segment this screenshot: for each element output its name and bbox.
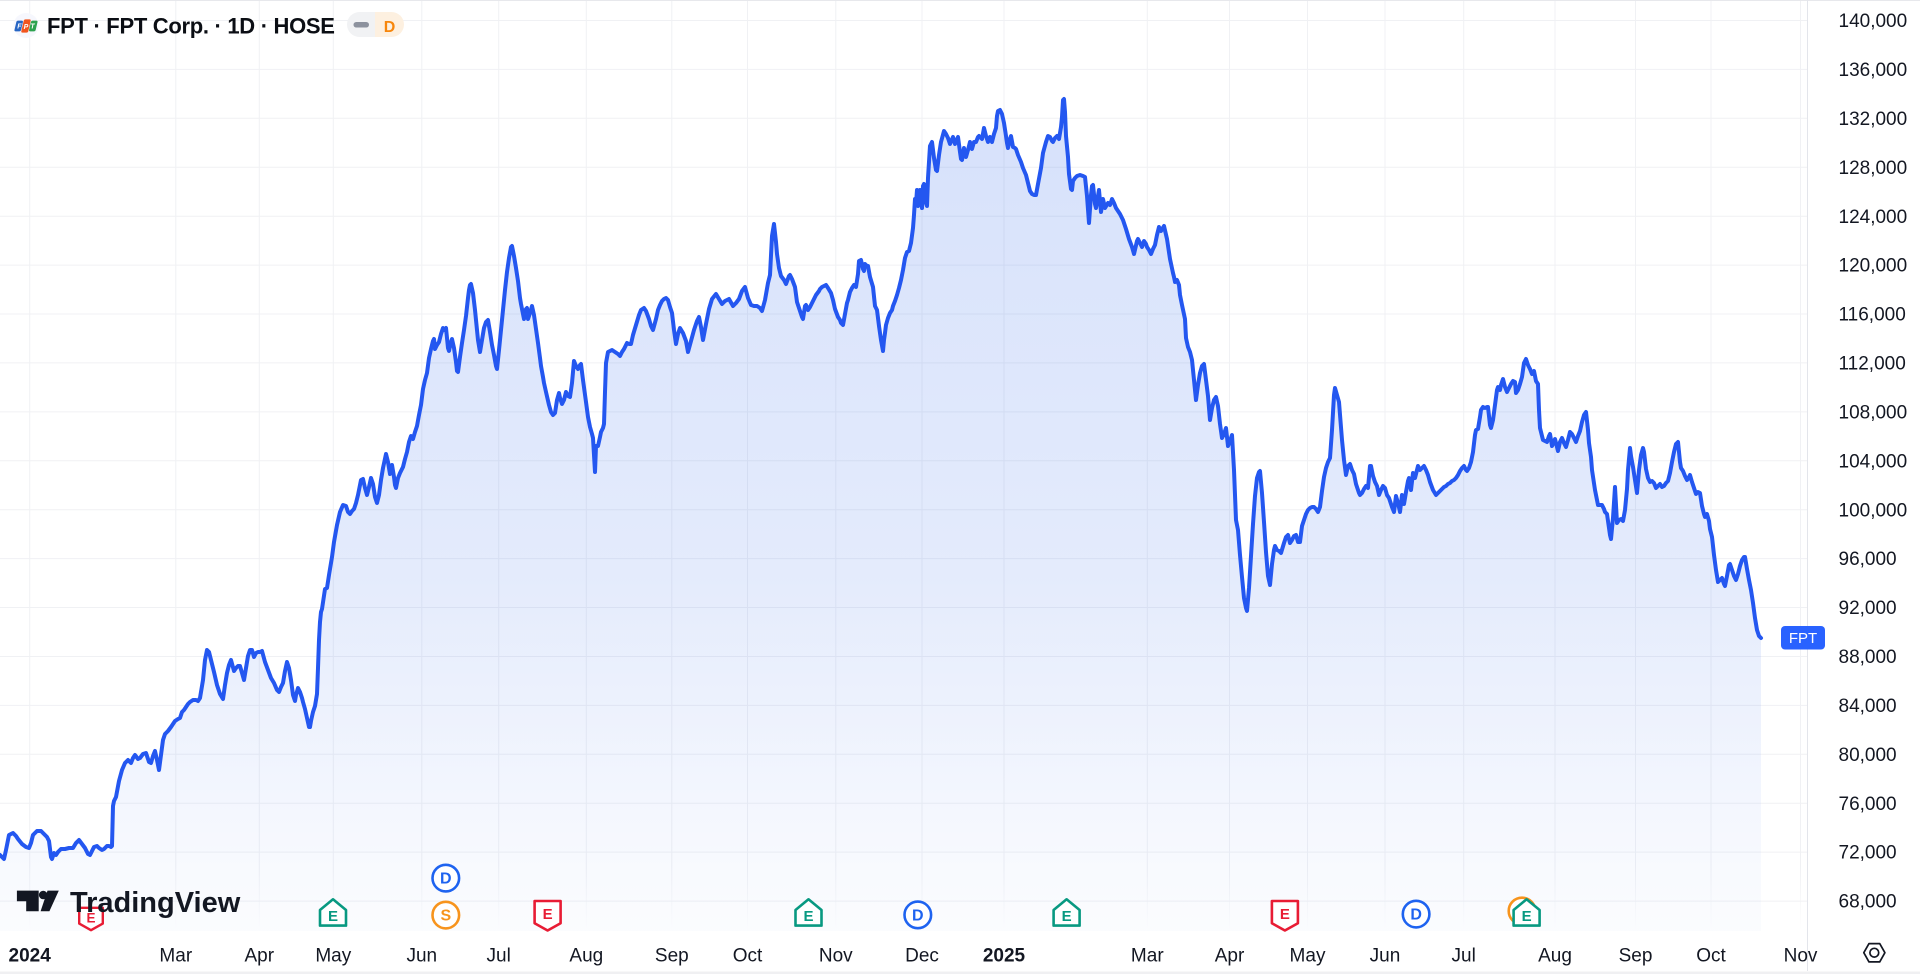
svg-text:128,000: 128,000 (1839, 158, 1908, 179)
svg-text:E: E (543, 906, 553, 923)
svg-text:Jul: Jul (487, 946, 511, 967)
svg-text:Jul: Jul (1452, 946, 1476, 967)
svg-text:76,000: 76,000 (1839, 794, 1897, 815)
svg-text:Sep: Sep (1619, 946, 1653, 967)
svg-text:92,000: 92,000 (1839, 598, 1897, 619)
svg-text:Nov: Nov (819, 946, 853, 967)
svg-text:68,000: 68,000 (1839, 892, 1897, 913)
svg-text:80,000: 80,000 (1839, 745, 1897, 766)
svg-text:132,000: 132,000 (1839, 109, 1908, 130)
svg-text:Oct: Oct (733, 946, 763, 967)
svg-text:88,000: 88,000 (1839, 647, 1897, 668)
svg-text:Apr: Apr (245, 946, 275, 967)
svg-text:E: E (328, 908, 338, 925)
svg-text:Jun: Jun (406, 946, 437, 967)
svg-text:P: P (24, 24, 29, 31)
svg-text:2025: 2025 (983, 946, 1026, 967)
svg-text:124,000: 124,000 (1839, 207, 1908, 228)
svg-text:140,000: 140,000 (1839, 11, 1908, 32)
svg-text:104,000: 104,000 (1839, 451, 1908, 472)
svg-text:2024: 2024 (9, 946, 52, 967)
svg-text:D: D (1410, 907, 1422, 924)
svg-text:116,000: 116,000 (1839, 305, 1906, 326)
svg-text:D: D (912, 907, 924, 924)
svg-text:T: T (30, 24, 35, 31)
svg-text:May: May (1290, 946, 1326, 967)
svg-text:D: D (384, 19, 396, 36)
svg-text:Mar: Mar (1131, 946, 1164, 967)
svg-text:108,000: 108,000 (1839, 403, 1908, 424)
svg-text:96,000: 96,000 (1839, 549, 1897, 570)
svg-text:E: E (86, 911, 95, 926)
svg-text:Sep: Sep (655, 946, 689, 967)
svg-text:D: D (440, 871, 452, 888)
svg-text:E: E (1280, 906, 1290, 923)
svg-text:TradingView: TradingView (70, 887, 241, 919)
svg-text:F: F (17, 24, 22, 31)
svg-text:Apr: Apr (1215, 946, 1245, 967)
svg-text:Dec: Dec (905, 946, 939, 967)
svg-text:112,000: 112,000 (1839, 354, 1906, 375)
svg-text:120,000: 120,000 (1839, 256, 1908, 277)
svg-text:May: May (315, 946, 351, 967)
svg-text:E: E (1522, 908, 1532, 925)
svg-text:84,000: 84,000 (1839, 696, 1897, 717)
svg-text:Mar: Mar (159, 946, 192, 967)
svg-text:E: E (1062, 908, 1072, 925)
svg-text:136,000: 136,000 (1839, 60, 1908, 81)
svg-text:S: S (440, 908, 451, 925)
svg-text:E: E (803, 908, 813, 925)
svg-text:72,000: 72,000 (1839, 843, 1897, 864)
svg-text:100,000: 100,000 (1839, 500, 1908, 521)
svg-text:FPT: FPT (1789, 630, 1817, 647)
svg-text:FPT · FPT Corp. · 1D · HOSE: FPT · FPT Corp. · 1D · HOSE (47, 14, 335, 39)
svg-text:Aug: Aug (1538, 946, 1572, 967)
svg-text:Aug: Aug (569, 946, 603, 967)
svg-text:Oct: Oct (1696, 946, 1726, 967)
svg-text:Nov: Nov (1784, 946, 1818, 967)
svg-text:Jun: Jun (1370, 946, 1401, 967)
